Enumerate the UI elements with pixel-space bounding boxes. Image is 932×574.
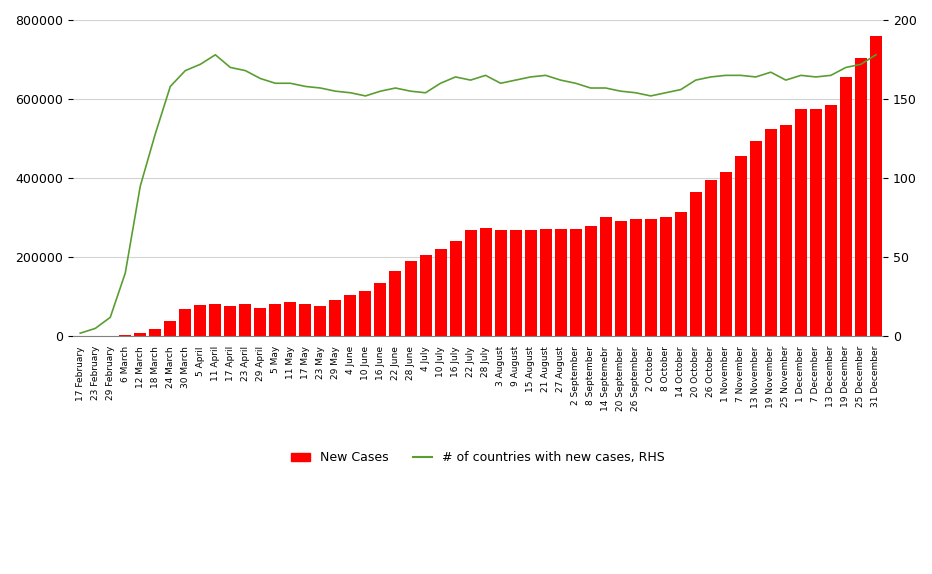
Bar bbox=[269, 304, 281, 336]
Bar bbox=[375, 283, 387, 336]
Bar bbox=[825, 105, 837, 336]
Bar bbox=[345, 295, 356, 336]
Bar bbox=[734, 157, 747, 336]
Bar bbox=[329, 300, 341, 336]
Bar bbox=[749, 141, 761, 336]
Bar bbox=[240, 304, 252, 336]
Bar bbox=[464, 230, 476, 336]
Bar bbox=[314, 306, 326, 336]
Bar bbox=[164, 321, 176, 336]
Bar bbox=[795, 109, 807, 336]
Bar bbox=[480, 228, 491, 336]
Bar bbox=[449, 242, 461, 336]
Bar bbox=[780, 125, 792, 336]
Bar bbox=[584, 226, 596, 336]
Bar bbox=[254, 308, 267, 336]
Bar bbox=[210, 304, 221, 336]
Bar bbox=[419, 255, 432, 336]
Legend: New Cases, # of countries with new cases, RHS: New Cases, # of countries with new cases… bbox=[286, 446, 670, 470]
Bar bbox=[540, 229, 552, 336]
Bar bbox=[195, 305, 206, 336]
Bar bbox=[434, 249, 446, 336]
Bar bbox=[525, 230, 537, 336]
Bar bbox=[555, 229, 567, 336]
Bar bbox=[510, 230, 522, 336]
Bar bbox=[179, 309, 191, 336]
Bar bbox=[855, 57, 867, 336]
Bar bbox=[765, 129, 776, 336]
Bar bbox=[840, 77, 852, 336]
Bar bbox=[630, 219, 642, 336]
Bar bbox=[660, 217, 672, 336]
Bar bbox=[134, 333, 146, 336]
Bar bbox=[870, 36, 882, 336]
Bar bbox=[705, 180, 717, 336]
Bar bbox=[360, 291, 372, 336]
Bar bbox=[390, 271, 402, 336]
Bar bbox=[495, 230, 507, 336]
Bar bbox=[404, 261, 417, 336]
Bar bbox=[119, 335, 131, 336]
Bar bbox=[615, 221, 626, 336]
Bar bbox=[284, 302, 296, 336]
Bar bbox=[569, 229, 582, 336]
Bar bbox=[690, 192, 702, 336]
Bar bbox=[599, 217, 611, 336]
Bar bbox=[149, 329, 161, 336]
Bar bbox=[810, 109, 822, 336]
Bar bbox=[299, 304, 311, 336]
Bar bbox=[675, 212, 687, 336]
Bar bbox=[720, 172, 732, 336]
Bar bbox=[225, 307, 237, 336]
Bar bbox=[645, 219, 657, 336]
